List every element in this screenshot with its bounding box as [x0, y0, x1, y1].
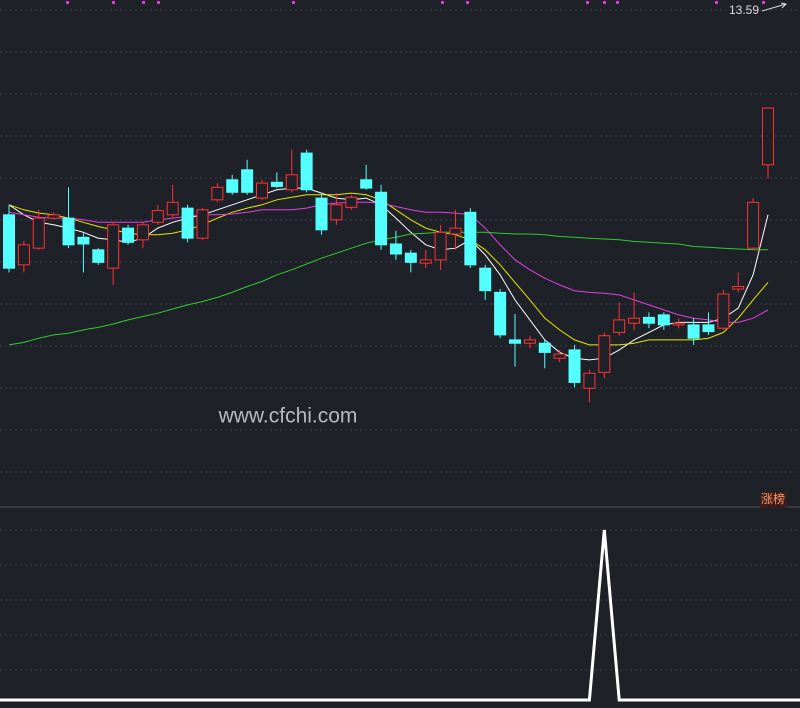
candle-body	[732, 286, 745, 290]
candle-body	[226, 179, 239, 193]
candle-body	[122, 227, 135, 243]
marker-dot	[112, 1, 115, 4]
candle-body	[241, 169, 254, 193]
candle-body	[330, 204, 343, 221]
candle-body	[92, 249, 105, 263]
candle-body	[196, 209, 209, 239]
marker-dot	[586, 1, 589, 4]
candle-body	[315, 197, 328, 231]
candle-body	[672, 322, 685, 326]
moving-average-line	[8, 231, 768, 346]
candle-body	[345, 196, 358, 208]
candle-body	[598, 335, 611, 373]
marker-dot	[616, 1, 619, 4]
candle-body	[509, 339, 521, 344]
marker-dot	[66, 1, 69, 4]
marker-dot	[157, 1, 160, 4]
candle-body	[434, 231, 447, 261]
high-label: 13.59	[729, 3, 759, 17]
candle-body	[538, 342, 551, 353]
candle-body	[642, 316, 655, 324]
candle-body	[583, 372, 596, 389]
candle-body	[285, 174, 298, 191]
moving-average-line	[8, 187, 769, 361]
high-arrow	[761, 2, 788, 12]
candle-body	[17, 244, 30, 266]
candle-body	[32, 217, 45, 249]
candle-body	[747, 201, 760, 249]
marker-dot	[603, 1, 606, 4]
marker-dot	[762, 1, 765, 4]
candle-body	[77, 236, 90, 245]
candle-body	[553, 353, 566, 359]
candle-body	[360, 179, 373, 189]
marker-dot	[292, 1, 295, 4]
candle-body	[300, 152, 313, 191]
candle-body	[136, 224, 149, 241]
candle-body	[464, 211, 477, 266]
candle-body	[404, 252, 417, 263]
candle-body	[389, 243, 402, 255]
candle-body	[568, 349, 581, 383]
candle-body	[62, 217, 75, 246]
moving-average-line	[8, 201, 769, 323]
candle-body	[181, 207, 194, 239]
candle-body	[3, 214, 15, 269]
tag-box	[760, 492, 787, 508]
candle-body	[256, 182, 268, 199]
grid	[0, 9, 800, 671]
candle-body	[270, 181, 283, 187]
candle-body	[762, 107, 774, 166]
candle-body	[717, 293, 730, 329]
candle-body	[375, 191, 388, 246]
candle-body	[687, 324, 700, 339]
candle-body	[151, 210, 164, 223]
candle-body	[166, 201, 179, 216]
candle-body	[613, 319, 626, 333]
candle-body	[479, 267, 492, 292]
top-markers	[66, 1, 765, 4]
candle-body	[449, 227, 462, 235]
marker-dot	[142, 1, 145, 4]
candle-body	[628, 317, 641, 324]
candle-body	[419, 259, 432, 264]
tag: 涨榜	[761, 491, 785, 506]
candle-body	[211, 186, 224, 201]
candle-body	[702, 324, 715, 333]
marker-dot	[715, 1, 718, 4]
marker-dot	[441, 1, 444, 4]
indicator-line	[0, 529, 800, 702]
watermark: www.cfchi.com	[218, 405, 358, 428]
candle-body	[494, 291, 507, 336]
candle-body	[47, 214, 60, 219]
candle-body	[107, 224, 120, 269]
candle-body	[657, 314, 670, 326]
candle-body	[523, 339, 536, 344]
marker-dot	[466, 1, 469, 4]
